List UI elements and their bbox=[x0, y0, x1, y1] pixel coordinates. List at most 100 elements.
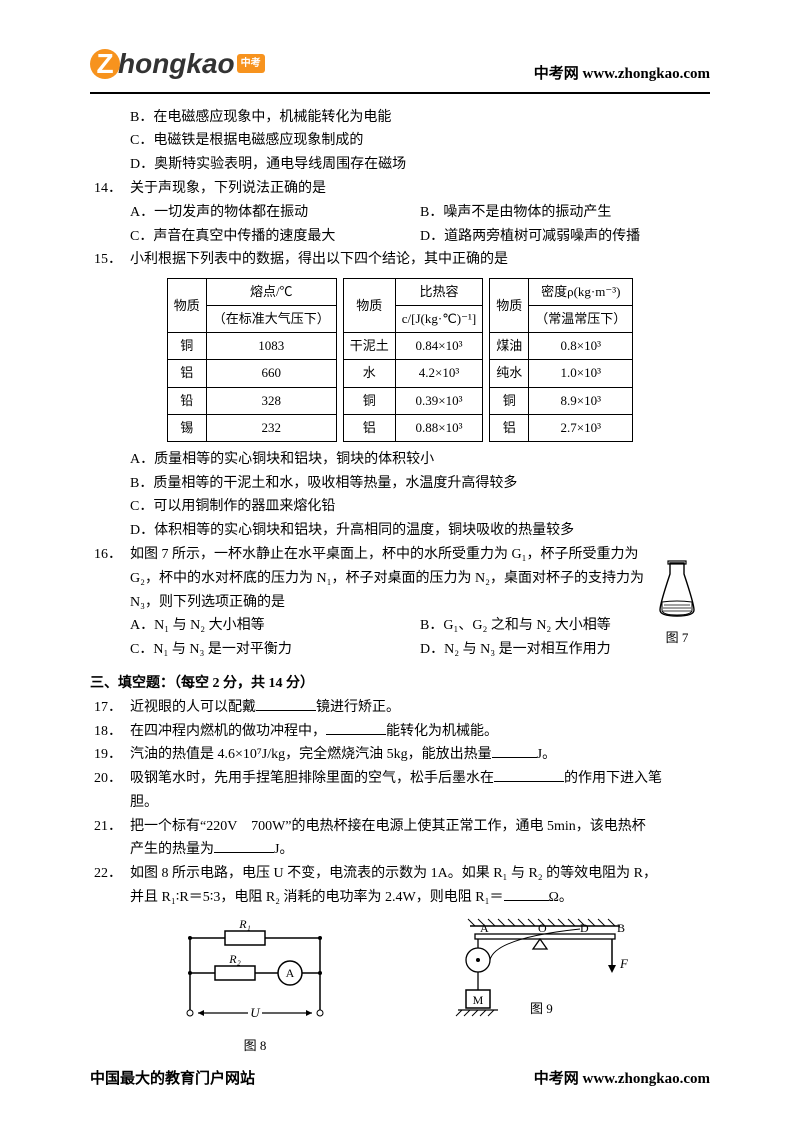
cell: 0.84×10³ bbox=[395, 333, 482, 360]
logo-sub: 中考 bbox=[237, 54, 265, 73]
q14-stem: 关于声现象，下列说法正确的是 bbox=[130, 177, 710, 201]
q15: 15． 小利根据下列表中的数据，得出以下四个结论，其中正确的是 bbox=[90, 248, 710, 272]
lever-icon: A O D B F M 图 9 bbox=[420, 918, 630, 1028]
q20-num: 20． bbox=[90, 767, 130, 815]
q15-opt-d: D．体积相等的实心铜块和铝块，升高相同的温度，铜块吸收的热量较多 bbox=[90, 519, 710, 543]
q20-a: 吸钢笔水时，先用手捏笔胆排除里面的空气，松手后墨水在 bbox=[130, 771, 494, 786]
q14: 14． 关于声现象，下列说法正确的是 bbox=[90, 177, 710, 201]
q13-opt-c: C．电磁铁是根据电磁感应现象制成的 bbox=[90, 129, 710, 153]
q20: 20． 吸钢笔水时，先用手捏笔胆排除里面的空气，松手后墨水在 的作用下进入笔胆。 bbox=[90, 767, 710, 815]
q15-t2-h2a: 比热容 bbox=[395, 279, 482, 306]
q19-a: 汽油的热值是 4.6×10⁷J/kg，完全燃烧汽油 5kg，能放出热量 bbox=[130, 747, 492, 762]
q20-c: 胆。 bbox=[130, 795, 158, 810]
q17: 17． 近视眼的人可以配戴镜进行矫正。 bbox=[90, 696, 710, 720]
figure-8: R₁ R₂ A U 图 8 bbox=[170, 918, 340, 1057]
q16: 16． 如图 7 所示，一杯水静止在水平桌面上，杯中的水所受重力为 G₁，杯子所… bbox=[90, 543, 710, 662]
q15-t3-h2b: （常温常压下） bbox=[529, 306, 633, 333]
page-header: Zhongkao中考 中考网 www.zhongkao.com bbox=[90, 40, 710, 94]
figure-8-label: 图 8 bbox=[170, 1035, 340, 1057]
flask-icon bbox=[654, 560, 700, 620]
cell: 1.0×10³ bbox=[529, 360, 633, 387]
q13-opt-b: B．在电磁感应现象中，机械能转化为电能 bbox=[90, 106, 710, 130]
q13-opt-d: D．奥斯特实验表明，通电导线周围存在磁场 bbox=[90, 153, 710, 177]
cell: 8.9×10³ bbox=[529, 387, 633, 414]
svg-text:R₁: R₁ bbox=[238, 918, 251, 931]
q15-t1-h1: 物质 bbox=[167, 279, 206, 333]
q15-opt-a: A．质量相等的实心铜块和铝块，铜块的体积较小 bbox=[90, 448, 710, 472]
svg-text:A: A bbox=[286, 966, 295, 980]
q15-t3-h1: 物质 bbox=[490, 279, 529, 333]
svg-text:图 9: 图 9 bbox=[530, 1001, 553, 1016]
q19-num: 19． bbox=[90, 743, 130, 767]
blank bbox=[214, 852, 274, 853]
q22: 22． 如图 8 所示电路，电压 U 不变，电流表的示数为 1A。如果 R₁ 与… bbox=[90, 862, 710, 910]
q16-num: 16． bbox=[90, 543, 130, 662]
blank bbox=[326, 734, 386, 735]
q16-l3: N₃，则下列选项正确的是 bbox=[130, 591, 710, 615]
cell: 660 bbox=[206, 360, 336, 387]
figure-7-label: 图 7 bbox=[654, 627, 700, 649]
q21-a: 把一个标有“220V 700W”的电热杯接在电源上使其正常工作，通电 5min，… bbox=[130, 819, 646, 834]
q15-opt-b: B．质量相等的干泥土和水，吸收相等热量，水温度升高得较多 bbox=[90, 472, 710, 496]
logo-text: hongkao bbox=[118, 40, 235, 88]
q16-l2: G₂，杯中的水对杯底的压力为 N₁，杯子对桌面的压力为 N₂，桌面对杯子的支持力… bbox=[130, 567, 710, 591]
blank bbox=[494, 781, 564, 782]
cell: 铝 bbox=[167, 360, 206, 387]
cell: 纯水 bbox=[490, 360, 529, 387]
cell: 水 bbox=[343, 360, 395, 387]
cell: 4.2×10³ bbox=[395, 360, 482, 387]
q18: 18． 在四冲程内燃机的做功冲程中， 能转化为机械能。 bbox=[90, 720, 710, 744]
logo: Zhongkao中考 bbox=[90, 40, 265, 88]
q20-b: 的作用下进入笔 bbox=[564, 771, 662, 786]
q15-t3-h2a: 密度ρ(kg·m⁻³) bbox=[529, 279, 633, 306]
cell: 1083 bbox=[206, 333, 336, 360]
q16-opt-a: A．N₁ 与 N₂ 大小相等 bbox=[130, 614, 420, 638]
q22-b: 并且 R₁∶R＝5∶3，电阻 R₂ 消耗的电功率为 2.4W，则电阻 R₁＝ bbox=[130, 890, 504, 905]
cell: 铝 bbox=[490, 414, 529, 441]
q17-b: 镜进行矫正。 bbox=[316, 700, 400, 715]
q15-t2-h2b: c/[J(kg·℃)⁻¹] bbox=[395, 306, 482, 333]
section-3-title: 三、填空题：（每空 2 分，共 14 分） bbox=[90, 672, 710, 696]
q18-b: 能转化为机械能。 bbox=[386, 724, 498, 739]
page-footer: 中国最大的教育门户网站 中考网 www.zhongkao.com bbox=[90, 1067, 710, 1093]
cell: 232 bbox=[206, 414, 336, 441]
cell: 锡 bbox=[167, 414, 206, 441]
cell: 铜 bbox=[490, 387, 529, 414]
svg-text:A: A bbox=[480, 921, 489, 935]
circuit-icon: R₁ R₂ A U bbox=[170, 918, 340, 1028]
svg-text:D: D bbox=[580, 921, 589, 935]
footer-right: 中考网 www.zhongkao.com bbox=[534, 1067, 710, 1093]
figures-row: R₁ R₂ A U 图 8 bbox=[90, 918, 710, 1057]
cell: 干泥土 bbox=[343, 333, 395, 360]
q19: 19． 汽油的热值是 4.6×10⁷J/kg，完全燃烧汽油 5kg，能放出热量 J… bbox=[90, 743, 710, 767]
q15-table-melting: 物质熔点/℃ （在标准大气压下） 铜1083 铝660 铅328 锡232 bbox=[167, 278, 337, 442]
q21-num: 21． bbox=[90, 815, 130, 863]
cell: 0.39×10³ bbox=[395, 387, 482, 414]
figure-9: A O D B F M 图 9 bbox=[420, 918, 630, 1057]
cell: 铜 bbox=[167, 333, 206, 360]
svg-text:F: F bbox=[619, 956, 629, 971]
q17-a: 近视眼的人可以配戴 bbox=[130, 700, 256, 715]
q15-tables: 物质熔点/℃ （在标准大气压下） 铜1083 铝660 铅328 锡232 物质… bbox=[90, 278, 710, 442]
blank bbox=[256, 710, 316, 711]
blank bbox=[492, 757, 537, 758]
q15-opt-c: C．可以用铜制作的器皿来熔化铅 bbox=[90, 495, 710, 519]
q14-opt-c: C．声音在真空中传播的速度最大 bbox=[130, 225, 420, 249]
q18-num: 18． bbox=[90, 720, 130, 744]
cell: 328 bbox=[206, 387, 336, 414]
svg-text:R₂: R₂ bbox=[228, 952, 241, 966]
q14-opts-row2: C．声音在真空中传播的速度最大 D．道路两旁植树可减弱噪声的传播 bbox=[90, 225, 710, 249]
q22-num: 22． bbox=[90, 862, 130, 910]
cell: 0.88×10³ bbox=[395, 414, 482, 441]
q15-table-heat: 物质比热容 c/[J(kg·℃)⁻¹] 干泥土0.84×10³ 水4.2×10³… bbox=[343, 278, 483, 442]
q14-opt-d: D．道路两旁植树可减弱噪声的传播 bbox=[420, 225, 710, 249]
header-site-label: 中考网 www.zhongkao.com bbox=[534, 62, 710, 88]
q15-table-density: 物质密度ρ(kg·m⁻³) （常温常压下） 煤油0.8×10³ 纯水1.0×10… bbox=[489, 278, 633, 442]
svg-text:O: O bbox=[538, 921, 547, 935]
q21: 21． 把一个标有“220V 700W”的电热杯接在电源上使其正常工作，通电 5… bbox=[90, 815, 710, 863]
svg-text:U: U bbox=[250, 1005, 261, 1020]
svg-text:M: M bbox=[473, 993, 484, 1007]
q18-a: 在四冲程内燃机的做功冲程中， bbox=[130, 724, 326, 739]
logo-z-icon: Z bbox=[90, 49, 120, 79]
q19-b: J。 bbox=[537, 747, 556, 762]
